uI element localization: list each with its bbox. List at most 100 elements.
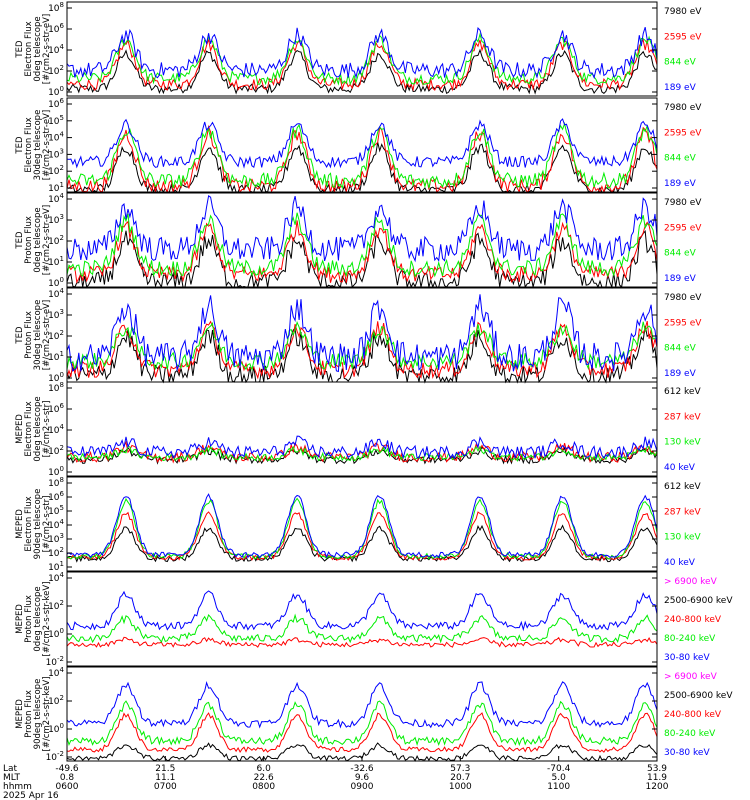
y-tick-label: 108 [48,476,64,489]
y-tick-label: 102 [48,599,64,612]
legend-entry: 7980 eV [664,198,702,208]
x-tick-time: 0700 [154,782,177,792]
x-tick-lat: -49.6 [55,764,79,774]
panel-frame [66,381,658,477]
y-axis-title-line: 0deg telescope [33,207,43,272]
y-tick-label: 102 [48,546,64,559]
x-tick-lat: -32.6 [350,764,374,774]
y-tick-label: 104 [48,423,64,436]
date-label: 2025 Apr 16 [3,791,59,800]
y-axis-title-line: 0deg telescope [33,586,43,651]
series-line [66,680,658,729]
series-line [66,294,658,373]
x-tick-time: 1100 [547,782,570,792]
legend-entry: 844 eV [664,249,697,259]
x-tick-lat: 57.3 [450,764,470,774]
x-tick-lat: 53.9 [647,764,667,774]
x-tick-time: 1000 [449,782,472,792]
y-axis-title: MEPED Proton Flux 90deg telescope [#/cm2-s-… [15,677,52,752]
y-tick-label: 100 [48,371,64,384]
y-tick-label: 103 [48,532,64,545]
y-tick-label: 103 [48,213,64,226]
y-tick-label: 101 [48,560,64,573]
legend-entry: 189 eV [664,179,697,189]
legend-entry: 30-80 keV [664,748,710,758]
y-axis-title-line: 90deg telescope [33,489,43,560]
series-line [66,212,658,278]
series-line [66,320,658,372]
x-tick-time: 0600 [56,782,79,792]
y-axis-title-line: TED [15,231,25,250]
legend-entry: 2595 eV [664,128,702,138]
y-tick-label: 100 [48,85,64,98]
series-line [66,590,658,632]
y-axis-title-line: [#/cm2-s-str-keV] [42,582,52,657]
x-tick-mlt: 9.6 [355,773,370,783]
y-axis-title-line: TED [15,326,25,345]
y-tick-label: 106 [48,22,64,35]
legend-entry: 287 keV [664,507,701,517]
y-tick-label: 108 [48,381,64,394]
x-row-label: hhmm [3,782,32,792]
series-line [66,320,658,380]
series-line [66,700,658,747]
x-tick-lat: 21.5 [155,764,175,774]
y-tick-label: 100 [48,722,64,735]
legend-entry: 189 eV [664,274,697,284]
y-axis-title: TED Electron Flux 0deg telescope [#/cm2-s-s… [15,14,52,84]
y-axis-title-line: Electron Flux [24,496,34,551]
flux-panel: 108 106 104 102 100 MEPED Electron Flux 0deg te… [15,381,701,478]
y-axis-title-line: Electron Flux [24,117,34,172]
y-axis-title-line: 30deg telescope [33,110,43,181]
legend-entry: 844 eV [664,344,697,354]
x-row-label: Lat [3,764,18,774]
legend-entry: 189 eV [664,369,697,379]
y-tick-label: 102 [48,329,64,342]
panel-frame [66,1,658,97]
series-line [66,27,658,80]
legend-entry: 2500-6900 keV [664,691,733,701]
legend-entry: 2595 eV [664,223,702,233]
legend-entry: 40 keV [664,558,696,568]
x-tick-mlt: 11.9 [647,773,667,783]
legend-entry: 612 keV [664,482,701,492]
y-axis-title: TED Proton Flux 30deg telescope [#/cm2-s-st… [15,300,52,371]
y-axis-title-line: Proton Flux [24,595,34,643]
legend-entry: 40 keV [664,463,696,473]
series-line [66,613,658,644]
y-axis-title-line: [#/cm2-s-str] [42,401,52,458]
y-axis-title: TED Proton Flux 0deg telescope [#/cm2-s-str… [15,205,52,275]
y-axis-title-line: Electron Flux [24,21,34,76]
y-axis-title: TED Electron Flux 30deg telescope [#/cm2-s-… [15,110,52,181]
x-tick-lat: -70.4 [547,764,571,774]
y-tick-label: 104 [48,43,64,56]
y-axis-title-line: MEPED [15,604,25,634]
y-axis-title-line: [#/cm2-s-str-eV] [42,205,52,275]
y-axis-title-line: Proton Flux [24,690,34,738]
x-tick-time: 1200 [646,782,669,792]
y-tick-label: 104 [48,571,64,584]
y-tick-label: 102 [48,694,64,707]
series-line [66,48,658,95]
y-tick-label: 106 [48,490,64,503]
y-axis-title-line: Proton Flux [24,216,34,264]
legend-entry: 130 keV [664,438,701,448]
y-tick-label: 106 [48,402,64,415]
series-line [66,493,658,559]
y-tick-label: 100 [48,627,64,640]
panel-frame [66,666,658,762]
series-line [66,194,658,263]
y-tick-label: 101 [48,181,64,194]
y-tick-label: 103 [48,308,64,321]
legend-entry: 844 eV [664,154,697,164]
y-tick-label: 101 [48,255,64,268]
x-tick-time: 0800 [252,782,275,792]
y-tick-label: 105 [48,114,64,127]
